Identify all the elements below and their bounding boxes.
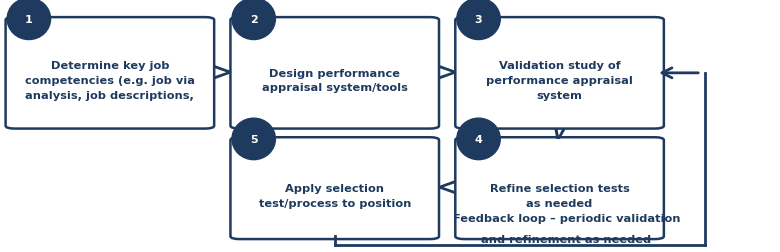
Text: Validation study of
performance appraisal
system: Validation study of performance appraisa… [486,61,633,101]
Text: Refine selection tests
as needed: Refine selection tests as needed [490,183,629,208]
Text: Design performance
appraisal system/tools: Design performance appraisal system/tool… [262,68,408,93]
Text: and refinement as needed: and refinement as needed [481,234,651,244]
FancyBboxPatch shape [456,18,664,129]
Text: Apply selection
test/process to position: Apply selection test/process to position [258,183,411,208]
FancyBboxPatch shape [456,138,664,239]
Text: 1: 1 [25,15,33,25]
Text: <: < [437,176,458,200]
Text: >: > [212,61,232,85]
Text: 3: 3 [475,15,482,25]
FancyBboxPatch shape [230,138,439,239]
Text: Feedback loop – periodic validation: Feedback loop – periodic validation [452,213,680,223]
Text: 5: 5 [250,134,257,144]
Ellipse shape [232,0,275,40]
Ellipse shape [7,0,51,40]
Ellipse shape [232,119,275,160]
Text: 4: 4 [474,134,483,144]
FancyBboxPatch shape [230,18,439,129]
Ellipse shape [457,119,500,160]
Text: Determine key job
competencies (e.g. job via
analysis, job descriptions,: Determine key job competencies (e.g. job… [25,61,195,101]
Text: >: > [437,61,458,85]
Ellipse shape [457,0,500,40]
FancyBboxPatch shape [5,18,215,129]
Text: v: v [553,124,566,143]
Text: 2: 2 [250,15,257,25]
